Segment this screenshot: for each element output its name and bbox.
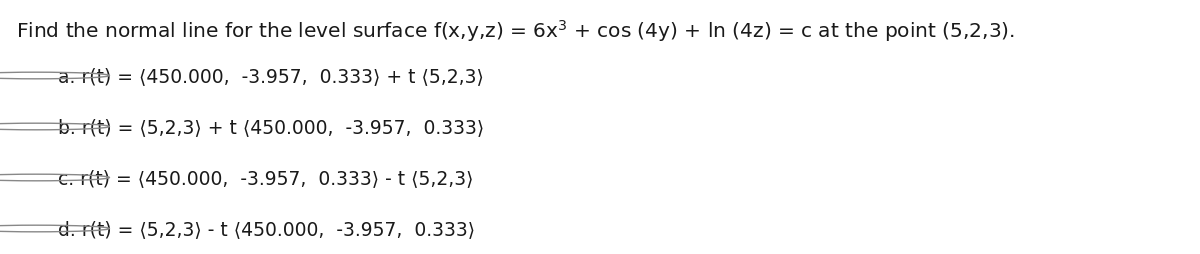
Text: c. r(t) = ⟨450.000,  -3.957,  0.333⟩ - t ⟨5,2,3⟩: c. r(t) = ⟨450.000, -3.957, 0.333⟩ - t ⟨… [58, 168, 473, 187]
Text: b. r(t) = ⟨5,2,3⟩ + t ⟨450.000,  -3.957,  0.333⟩: b. r(t) = ⟨5,2,3⟩ + t ⟨450.000, -3.957, … [58, 118, 484, 136]
Text: Find the normal line for the level surface f(x,y,z) = 6x$^3$ + cos (4y) + ln (4z: Find the normal line for the level surfa… [16, 18, 1014, 44]
Text: d. r(t) = ⟨5,2,3⟩ - t ⟨450.000,  -3.957,  0.333⟩: d. r(t) = ⟨5,2,3⟩ - t ⟨450.000, -3.957, … [58, 219, 475, 238]
Text: a. r(t) = ⟨450.000,  -3.957,  0.333⟩ + t ⟨5,2,3⟩: a. r(t) = ⟨450.000, -3.957, 0.333⟩ + t ⟨… [58, 67, 484, 86]
